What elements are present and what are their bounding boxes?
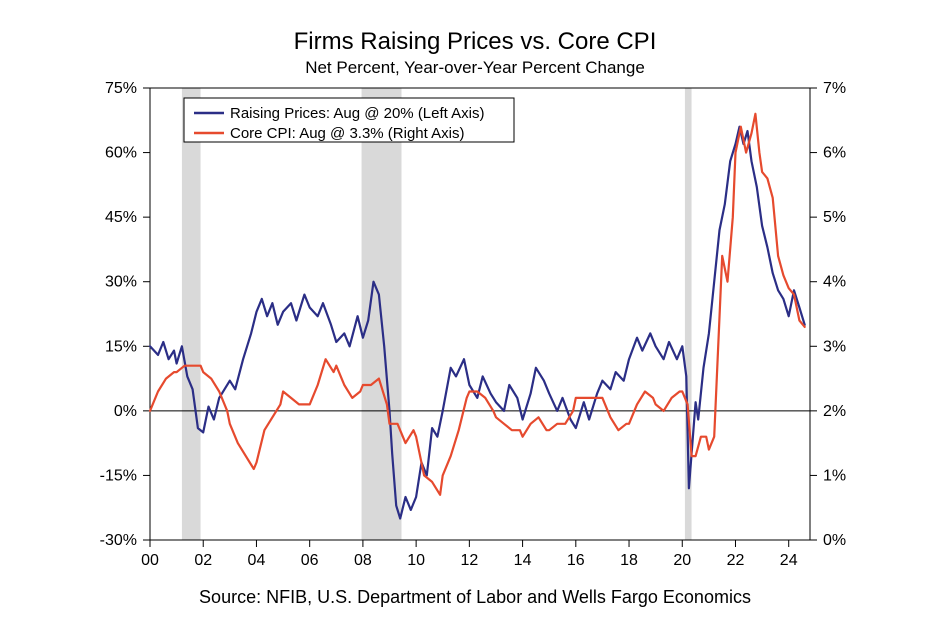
svg-text:12: 12	[460, 552, 478, 569]
chart-plot: -30% -15% 0% 15% 30% 45% 60% 75% 0% 1% 2% 3% 4% 5% 6% 7…	[0, 0, 950, 630]
svg-text:04: 04	[248, 552, 266, 569]
svg-text:18: 18	[620, 552, 638, 569]
svg-text:7%: 7%	[823, 80, 846, 97]
svg-text:22: 22	[727, 552, 745, 569]
svg-text:08: 08	[354, 552, 372, 569]
chart-source: Source: NFIB, U.S. Department of Labor a…	[0, 587, 950, 608]
chart-container: Firms Raising Prices vs. Core CPI Net Pe…	[0, 0, 950, 630]
svg-text:45%: 45%	[105, 209, 137, 226]
svg-text:-30%: -30%	[100, 532, 137, 549]
svg-text:Core CPI: Aug @ 3.3% (Right Ax: Core CPI: Aug @ 3.3% (Right Axis)	[230, 125, 465, 142]
svg-text:0%: 0%	[823, 532, 846, 549]
svg-text:06: 06	[301, 552, 319, 569]
svg-text:6%: 6%	[823, 145, 846, 162]
svg-text:00: 00	[141, 552, 159, 569]
svg-text:4%: 4%	[823, 274, 846, 291]
svg-text:Raising Prices: Aug @ 20% (Lef: Raising Prices: Aug @ 20% (Left Axis)	[230, 105, 485, 122]
svg-text:02: 02	[194, 552, 212, 569]
svg-text:1%: 1%	[823, 467, 846, 484]
svg-text:5%: 5%	[823, 209, 846, 226]
svg-text:2%: 2%	[823, 403, 846, 420]
svg-text:-15%: -15%	[100, 467, 137, 484]
svg-text:15%: 15%	[105, 338, 137, 355]
svg-text:30%: 30%	[105, 274, 137, 291]
svg-text:75%: 75%	[105, 80, 137, 97]
svg-text:60%: 60%	[105, 145, 137, 162]
svg-text:16: 16	[567, 552, 585, 569]
svg-text:20: 20	[673, 552, 691, 569]
svg-text:24: 24	[780, 552, 798, 569]
svg-text:0%: 0%	[114, 403, 137, 420]
svg-text:3%: 3%	[823, 338, 846, 355]
svg-text:14: 14	[514, 552, 532, 569]
svg-text:10: 10	[407, 552, 425, 569]
